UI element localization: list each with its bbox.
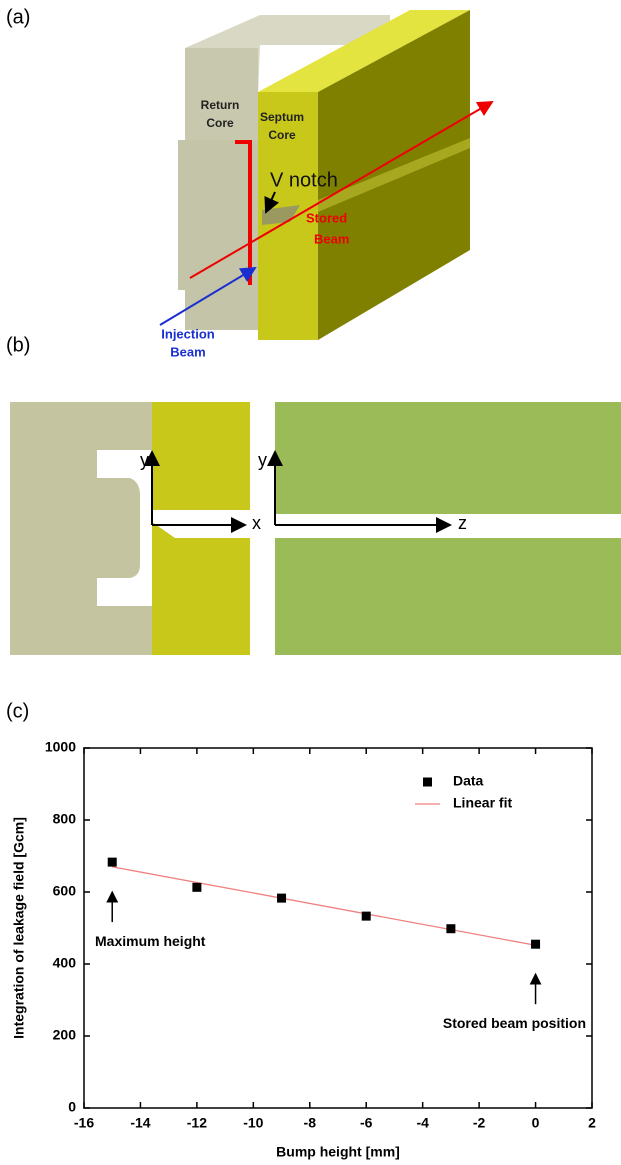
data-point (362, 912, 371, 921)
annotation: Stored beam position (443, 1015, 586, 1031)
data-point (277, 894, 286, 903)
data-point (108, 858, 117, 867)
figure: (a) Return Core Septum Core V notch Stor… (0, 0, 621, 1165)
y-tick-label: 600 (53, 883, 77, 899)
label: Core (206, 116, 234, 130)
label: Injection (161, 326, 215, 341)
label: Core (268, 128, 296, 142)
axis-label: x (252, 513, 261, 533)
x-tick-label: 0 (532, 1115, 540, 1131)
panel-label: (a) (6, 6, 30, 28)
y-tick-label: 0 (68, 1099, 76, 1115)
label: Beam (314, 231, 349, 246)
y-tick-label: 400 (53, 955, 77, 971)
data-point (446, 924, 455, 933)
label: Beam (170, 344, 205, 359)
axis-label: y (258, 450, 267, 470)
y-axis-title: Integration of leakage field [Gcm] (11, 817, 27, 1039)
legend-label: Data (453, 773, 484, 789)
x-tick-label: -6 (360, 1115, 373, 1131)
x-tick-label: -16 (74, 1115, 94, 1131)
panel-label: (c) (6, 700, 29, 722)
legend-label: Linear fit (453, 795, 512, 811)
panel-label: (b) (6, 334, 30, 356)
legend-swatch (423, 778, 432, 787)
axis-label: y (140, 450, 149, 470)
y-tick-label: 200 (53, 1027, 77, 1043)
label: Return (201, 98, 240, 112)
x-tick-label: -8 (304, 1115, 317, 1131)
data-point (192, 883, 201, 892)
x-tick-label: -4 (416, 1115, 429, 1131)
label: Septum (260, 110, 304, 124)
x-axis-title: Bump height [mm] (276, 1144, 400, 1160)
x-tick-label: -2 (473, 1115, 486, 1131)
cross-section (10, 402, 621, 655)
x-tick-label: 2 (588, 1115, 596, 1131)
data-point (531, 940, 540, 949)
label: V notch (270, 169, 338, 191)
axis-label: z (458, 513, 467, 533)
x-tick-label: -12 (187, 1115, 207, 1131)
plot-frame (84, 748, 592, 1108)
y-tick-label: 1000 (45, 739, 76, 755)
label: Stored (306, 210, 347, 225)
x-tick-label: -10 (243, 1115, 263, 1131)
annotation: Maximum height (95, 933, 206, 949)
x-tick-label: -14 (130, 1115, 150, 1131)
y-tick-label: 800 (53, 811, 77, 827)
